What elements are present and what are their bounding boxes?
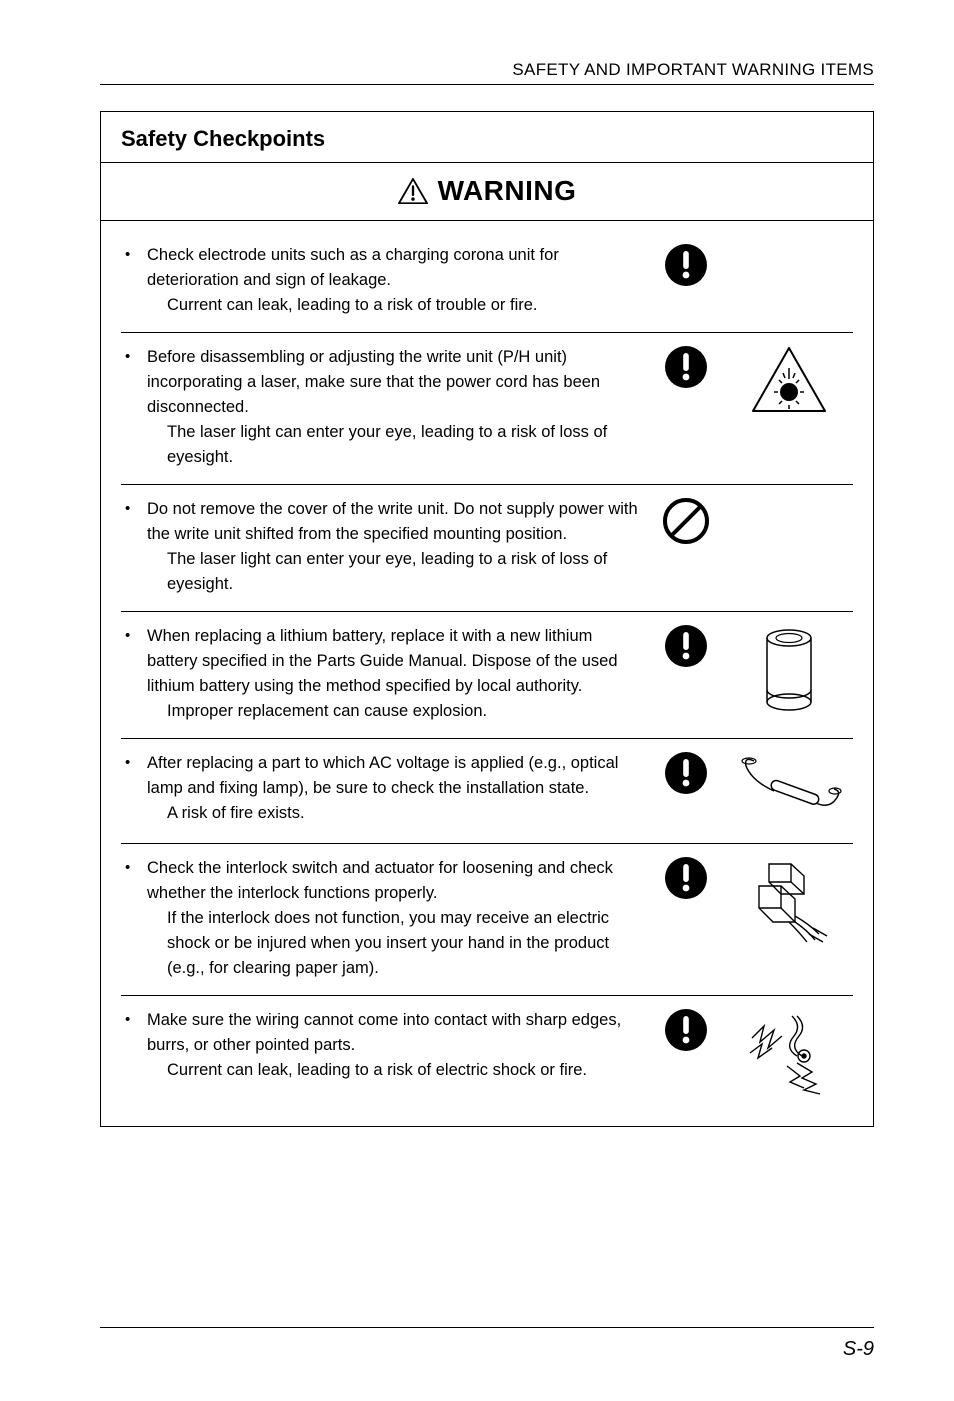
lamp-icon [729, 751, 849, 829]
items-list: • Check electrode units such as a chargin… [101, 221, 873, 1126]
mandatory-icon [651, 243, 721, 287]
item-text: Check the interlock switch and actuator … [147, 856, 643, 981]
item-sub-text: The laser light can enter your eye, lead… [147, 547, 643, 597]
bullet: • [125, 624, 139, 648]
battery-icon [729, 624, 849, 714]
interlock-icon [729, 856, 849, 946]
mandatory-icon [651, 751, 721, 795]
item-main-text: When replacing a lithium battery, replac… [147, 627, 618, 695]
section-title: Safety Checkpoints [101, 112, 873, 162]
bullet: • [125, 1008, 139, 1032]
warning-triangle-icon [398, 178, 428, 205]
item-text: Check electrode units such as a charging… [147, 243, 643, 318]
mandatory-icon [651, 1008, 721, 1052]
prohibit-icon [651, 497, 721, 545]
item-main-text: Before disassembling or adjusting the wr… [147, 348, 600, 416]
header-text: SAFETY AND IMPORTANT WARNING ITEMS [512, 60, 874, 79]
item-sub-text: Current can leak, leading to a risk of e… [147, 1058, 643, 1083]
warning-box: Safety Checkpoints WARNING • Check electr… [100, 111, 874, 1127]
item-text: Make sure the wiring cannot come into co… [147, 1008, 643, 1083]
warning-label: WARNING [438, 175, 577, 207]
item-sub-text: A risk of fire exists. [147, 801, 643, 826]
item-text: When replacing a lithium battery, replac… [147, 624, 643, 724]
warning-item: • Do not remove the cover of the write un… [121, 485, 853, 612]
mandatory-icon [651, 856, 721, 900]
laser-icon [729, 345, 849, 415]
item-text: Before disassembling or adjusting the wr… [147, 345, 643, 470]
warning-item: • Make sure the wiring cannot come into c… [121, 996, 853, 1112]
footer-text: S-9 [843, 1338, 874, 1360]
warning-item: • When replacing a lithium battery, repla… [121, 612, 853, 739]
item-main-text: After replacing a part to which AC volta… [147, 754, 618, 797]
wiring-icon [729, 1008, 849, 1098]
item-text: After replacing a part to which AC volta… [147, 751, 643, 826]
bullet: • [125, 751, 139, 775]
item-sub-text: Improper replacement can cause explosion… [147, 699, 643, 724]
item-main-text: Check the interlock switch and actuator … [147, 859, 613, 902]
item-main-text: Make sure the wiring cannot come into co… [147, 1011, 621, 1054]
item-main-text: Check electrode units such as a charging… [147, 246, 559, 289]
warning-band: WARNING [101, 162, 873, 221]
warning-item: • Before disassembling or adjusting the w… [121, 333, 853, 485]
bullet: • [125, 243, 139, 267]
page-footer: S-9 [100, 1327, 874, 1361]
item-sub-text: If the interlock does not function, you … [147, 906, 643, 981]
mandatory-icon [651, 345, 721, 389]
item-sub-text: The laser light can enter your eye, lead… [147, 420, 643, 470]
bullet: • [125, 856, 139, 880]
page-header: SAFETY AND IMPORTANT WARNING ITEMS [100, 60, 874, 85]
item-text: Do not remove the cover of the write uni… [147, 497, 643, 597]
item-sub-text: Current can leak, leading to a risk of t… [147, 293, 643, 318]
bullet: • [125, 497, 139, 521]
bullet: • [125, 345, 139, 369]
warning-item: • After replacing a part to which AC volt… [121, 739, 853, 844]
item-main-text: Do not remove the cover of the write uni… [147, 500, 638, 543]
warning-item: • Check the interlock switch and actuator… [121, 844, 853, 996]
mandatory-icon [651, 624, 721, 668]
warning-item: • Check electrode units such as a chargin… [121, 231, 853, 333]
